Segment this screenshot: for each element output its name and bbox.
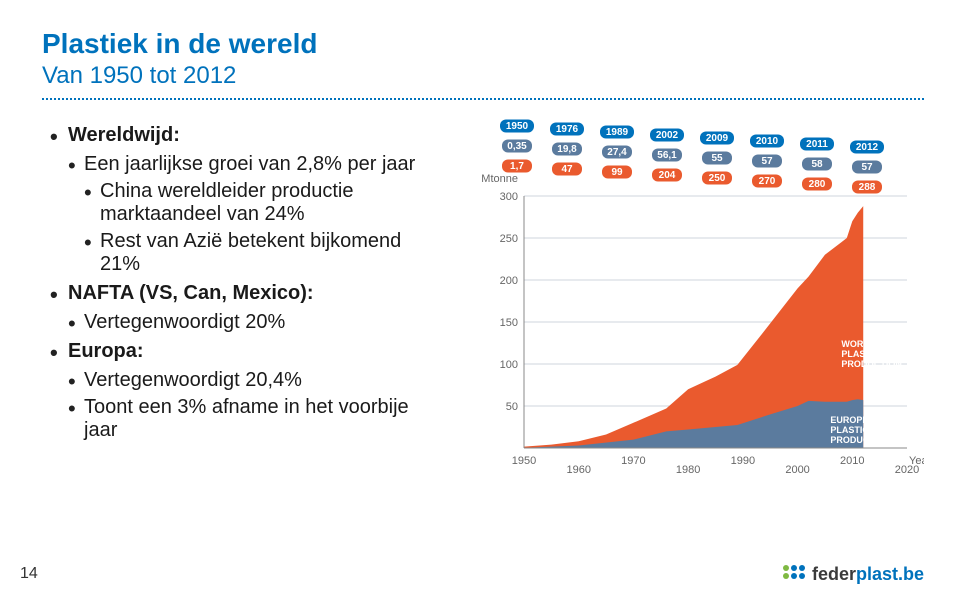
bullet-azie: Rest van Azië betekent bijkomend 21% (50, 230, 445, 276)
svg-text:1,7: 1,7 (510, 161, 524, 172)
svg-text:1976: 1976 (556, 124, 579, 135)
svg-text:55: 55 (711, 153, 723, 164)
bullet-nafta: NAFTA (VS, Can, Mexico): (50, 282, 445, 305)
page-subtitle: Van 1950 tot 2012 (42, 62, 924, 90)
svg-text:PLASTICS: PLASTICS (830, 425, 875, 435)
svg-text:56,1: 56,1 (657, 150, 677, 161)
svg-text:2002: 2002 (656, 130, 679, 141)
svg-text:270: 270 (759, 176, 776, 187)
svg-text:57: 57 (761, 156, 773, 167)
chart-column: 50 100 150 200 250 300 Mtonne 1950 1960 1970 1980 1… (469, 118, 924, 488)
svg-text:2009: 2009 (706, 133, 729, 144)
svg-text:100: 100 (500, 359, 518, 371)
svg-text:2000: 2000 (785, 464, 809, 476)
svg-text:300: 300 (500, 191, 518, 203)
svg-text:19,8: 19,8 (557, 144, 577, 155)
svg-text:EUROPEAN: EUROPEAN (830, 415, 881, 425)
svg-text:2010: 2010 (756, 136, 779, 147)
svg-text:27,4: 27,4 (607, 147, 627, 158)
bullet-europa-pct: Vertegenwoordigt 20,4% (50, 369, 445, 392)
svg-text:2010: 2010 (840, 455, 864, 467)
content-row: Wereldwijd: Een jaarlijkse groei van 2,8… (42, 118, 924, 488)
logo-text-b: plast (856, 564, 898, 584)
svg-text:58: 58 (811, 159, 823, 170)
bullet-wereldwijd: Wereldwijd: (50, 124, 445, 147)
logo-text-c: .be (898, 564, 924, 584)
svg-text:47: 47 (561, 164, 573, 175)
bullet-nafta-pct: Vertegenwoordigt 20% (50, 311, 445, 334)
logo-dots-icon (782, 564, 806, 585)
svg-text:1990: 1990 (731, 455, 755, 467)
footer-logo: federplast.be (782, 564, 924, 585)
page-number: 14 (20, 565, 38, 583)
svg-text:150: 150 (500, 317, 518, 329)
slide-page: Plastiek in de wereld Van 1950 tot 2012 … (0, 0, 960, 599)
svg-text:1989: 1989 (606, 127, 629, 138)
svg-text:1960: 1960 (566, 464, 590, 476)
svg-text:1970: 1970 (621, 455, 645, 467)
svg-text:57: 57 (861, 162, 873, 173)
svg-text:250: 250 (500, 233, 518, 245)
svg-text:1950: 1950 (512, 455, 536, 467)
svg-text:200: 200 (500, 275, 518, 287)
bullet-wereld-groei: Een jaarlijkse groei van 2,8% per jaar (50, 153, 445, 176)
svg-text:PLASTICS: PLASTICS (841, 349, 886, 359)
svg-text:1950: 1950 (506, 121, 529, 132)
svg-text:2012: 2012 (856, 142, 879, 153)
divider-dotted (42, 98, 924, 100)
logo-text-a: feder (812, 564, 856, 584)
svg-text:288: 288 (859, 182, 876, 193)
bullet-china: China wereldleider productie marktaandee… (50, 180, 445, 226)
svg-text:280: 280 (809, 179, 826, 190)
svg-text:50: 50 (506, 401, 518, 413)
svg-text:Mtonne: Mtonne (481, 173, 518, 185)
logo-text: federplast.be (812, 564, 924, 585)
svg-text:PRODUCTION: PRODUCTION (841, 359, 902, 369)
svg-text:1980: 1980 (676, 464, 700, 476)
svg-text:WORLD: WORLD (841, 339, 875, 349)
page-title: Plastiek in de wereld (42, 28, 924, 60)
svg-text:0,35: 0,35 (507, 141, 527, 152)
svg-text:PRODUCTION: PRODUCTION (830, 435, 891, 445)
bullet-column: Wereldwijd: Een jaarlijkse groei van 2,8… (42, 118, 445, 488)
svg-text:250: 250 (709, 173, 726, 184)
svg-text:204: 204 (659, 170, 676, 181)
svg-text:2011: 2011 (806, 139, 828, 150)
bullet-europa: Europa: (50, 340, 445, 363)
svg-text:99: 99 (611, 167, 623, 178)
production-chart: 50 100 150 200 250 300 Mtonne 1950 1960 1970 1980 1… (469, 118, 924, 488)
bullet-europa-afname: Toont een 3% afname in het voorbije jaar (50, 396, 445, 442)
svg-text:Year: Year (909, 455, 924, 467)
bullet-list: Wereldwijd: Een jaarlijkse groei van 2,8… (42, 124, 445, 442)
